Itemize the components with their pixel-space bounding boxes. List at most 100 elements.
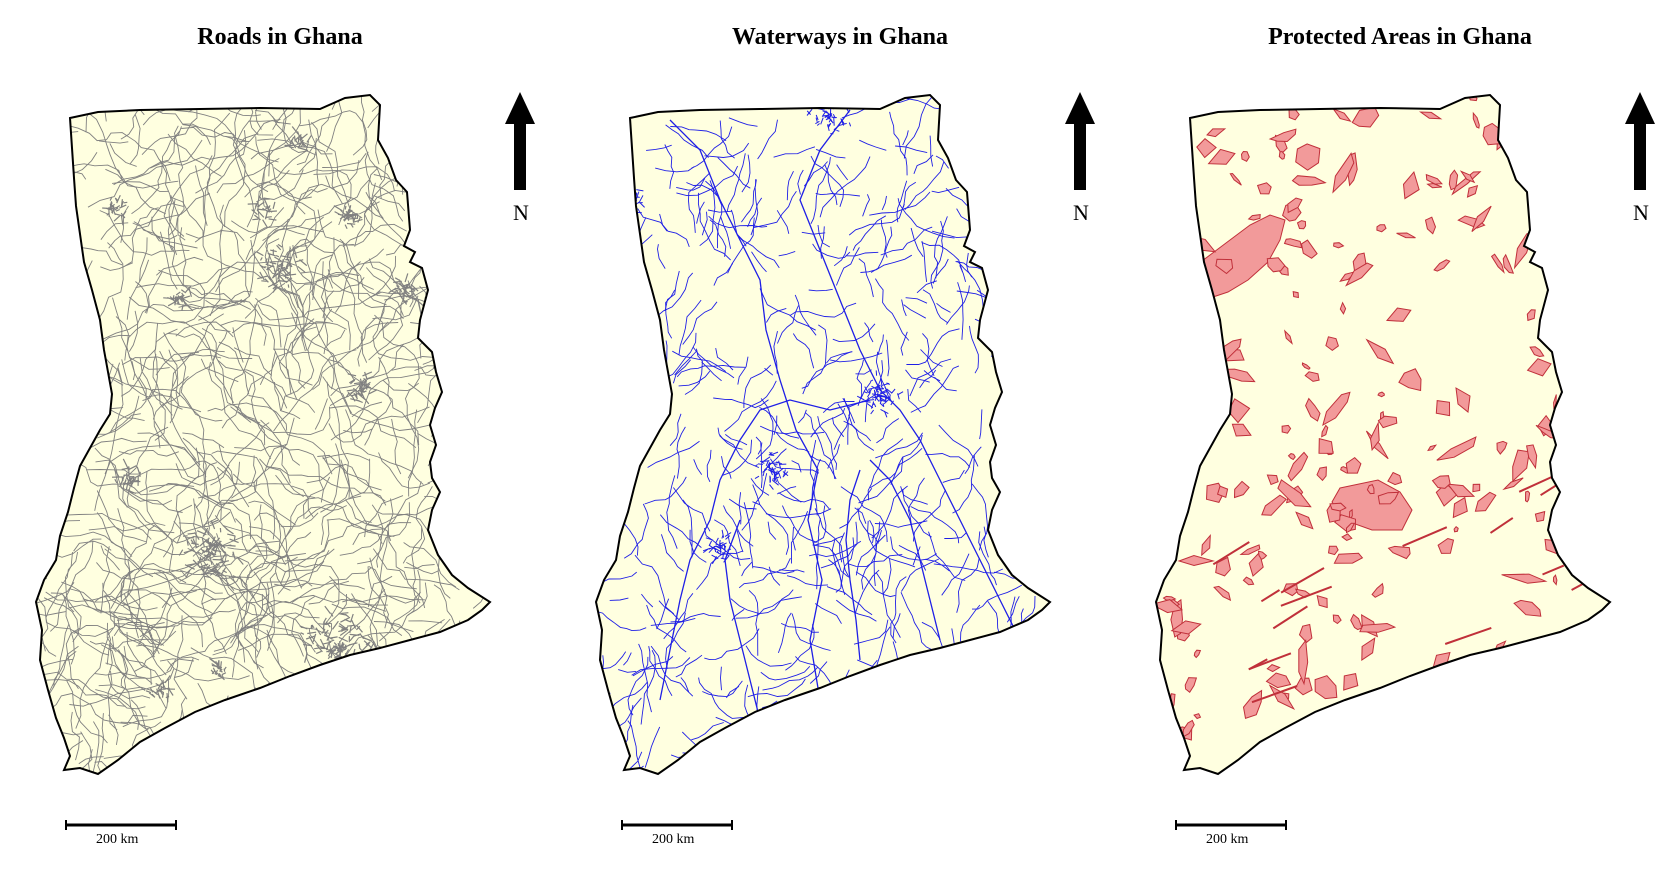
tributary: [762, 468, 768, 473]
tributary: [666, 475, 678, 549]
road-segment: [129, 490, 137, 495]
tributary: [883, 395, 887, 399]
road-segment: [229, 538, 239, 544]
protected-area: [1451, 171, 1482, 196]
protected-area: [1327, 545, 1339, 556]
road-segment: [151, 216, 198, 249]
tributary: [880, 391, 887, 395]
road-segment: [276, 244, 282, 251]
tributary: [759, 425, 825, 435]
tributary: [880, 399, 887, 403]
protected-area: [1351, 106, 1380, 128]
tributary: [702, 680, 743, 698]
road-segment: [198, 315, 231, 332]
road-segment: [132, 474, 140, 480]
road-segment: [104, 444, 201, 475]
protected-area: [1177, 554, 1216, 567]
road-segment: [304, 652, 308, 663]
road-segment: [360, 391, 366, 400]
road-segment: [78, 103, 179, 189]
tributary: [815, 114, 819, 121]
tributary: [885, 396, 890, 400]
tributary: [871, 395, 879, 399]
road-segment: [403, 542, 457, 588]
tributary: [673, 487, 711, 532]
road-segment: [50, 592, 82, 690]
road-segment: [122, 605, 175, 646]
road-segment: [201, 563, 227, 655]
protected-area: [1345, 262, 1374, 287]
tributary: [814, 603, 842, 624]
road-segment: [155, 351, 199, 376]
road-segment: [154, 421, 217, 479]
tributary: [879, 400, 882, 404]
road-segment: [270, 351, 288, 409]
road-segment: [327, 655, 331, 660]
road-segment: [315, 670, 318, 680]
protected-area: [1396, 232, 1416, 239]
protected-area: [1283, 238, 1303, 249]
road-segment: [241, 300, 267, 346]
tributary: [664, 144, 675, 189]
protected-area: [1156, 349, 1185, 421]
tributary: [698, 677, 745, 719]
protected-area: [1260, 589, 1281, 603]
road-segment: [182, 300, 189, 307]
road-segment: [275, 254, 280, 258]
road-segment: [256, 208, 266, 211]
road-segment: [351, 619, 357, 629]
road-segment: [163, 687, 170, 690]
road-segment: [265, 263, 275, 268]
tributary: [665, 289, 676, 339]
road-segment: [410, 322, 490, 346]
road-segment: [348, 378, 356, 384]
road-segment: [150, 142, 250, 169]
road-segment: [364, 151, 404, 222]
road-segment: [322, 261, 351, 351]
road-segment: [156, 256, 204, 276]
protected-area: [1418, 111, 1443, 120]
tributary: [717, 157, 751, 189]
protected-area: [1402, 170, 1420, 200]
tributary: [702, 548, 709, 553]
tributary: [966, 252, 973, 278]
road-segment: [347, 666, 350, 670]
tributary: [628, 765, 644, 774]
road-segment: [275, 182, 317, 271]
tributary: [819, 156, 871, 218]
road-segment: [221, 672, 227, 676]
road-segment: [128, 476, 132, 484]
tributary: [906, 328, 960, 365]
tributary: [786, 171, 794, 201]
road-segment: [120, 504, 193, 598]
road-segment: [165, 695, 170, 699]
road-segment: [82, 576, 125, 603]
road-segment: [180, 261, 297, 303]
road-segment: [142, 228, 178, 240]
road-segment: [232, 551, 236, 559]
protected-area: [1529, 346, 1545, 358]
tributary: [783, 469, 786, 477]
tributary: [876, 418, 900, 444]
tributary: [806, 108, 813, 116]
road-segment: [326, 631, 332, 641]
protected-area: [1265, 672, 1292, 689]
road-segment: [167, 332, 253, 359]
road-segment: [112, 181, 170, 193]
road-segment: [408, 409, 418, 497]
tributary: [897, 198, 955, 239]
road-segment: [368, 389, 378, 395]
tributary: [905, 369, 930, 383]
tributary: [833, 397, 851, 450]
road-segment: [102, 303, 199, 340]
road-segment: [367, 168, 381, 216]
protected-area: [1474, 491, 1497, 512]
tributary: [736, 530, 744, 553]
tributary: [823, 103, 829, 108]
tributary: [863, 391, 868, 394]
protected-area-polygons: [1156, 96, 1598, 741]
protected-area: [1377, 491, 1400, 505]
road-segment: [202, 444, 237, 526]
road-segment: [311, 122, 363, 219]
road-segment: [128, 310, 139, 352]
